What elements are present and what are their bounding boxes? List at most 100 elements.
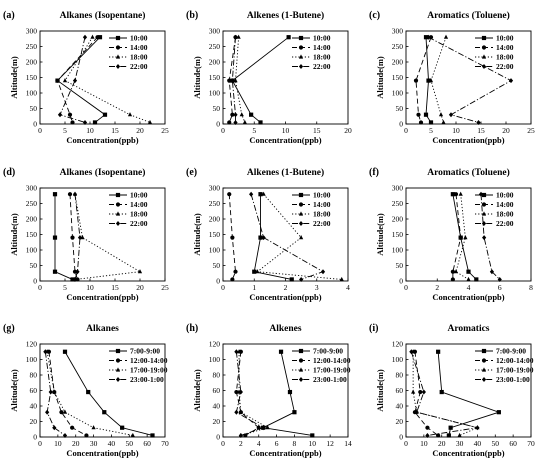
data-point [120,425,125,430]
y-tick-label: 40 [213,402,221,411]
series-3 [428,34,449,125]
data-point [70,425,75,430]
legend-entry: 22:00 [130,62,148,71]
series-line [228,194,236,280]
legend-marker [115,192,121,198]
legend-entry: 22:00 [496,62,514,71]
legend-entry: 17:00-19:00 [313,366,351,375]
y-tick-label: 250 [392,42,404,51]
legend-marker [115,358,121,363]
x-tick-label: 0 [38,283,42,292]
x-tick-label: 40 [108,439,116,448]
data-point [261,191,266,196]
chart-title: Alkenes (1-Butene) [247,10,324,21]
x-tick-label: 0 [38,439,42,448]
x-tick-label: 12 [326,439,334,448]
data-point [239,112,244,117]
x-tick-label: 4 [467,283,471,292]
x-axis-label: Concentration(ppb) [432,135,504,145]
data-point [256,425,261,430]
data-point [474,277,479,282]
legend-marker [298,192,304,198]
x-tick-label: 5 [63,283,67,292]
legend-marker [481,367,487,372]
data-point [70,235,75,240]
data-point [86,389,91,395]
x-tick-label: 20 [438,439,446,448]
x-tick-label: 25 [161,126,169,135]
y-tick-label: 150 [392,230,404,239]
series-line [74,194,81,280]
series-line [437,351,501,436]
chart-title: Alkanes (Isopentane) [60,10,146,21]
data-point [59,410,64,415]
data-point [436,349,441,354]
data-point [458,191,463,196]
legend-marker [115,64,121,69]
data-point [227,78,232,83]
data-point [414,409,419,415]
series-line [59,37,86,123]
data-point [443,34,449,39]
data-point [339,276,344,282]
data-point [48,389,53,395]
series-line [415,37,432,123]
data-point [57,112,63,118]
data-point [258,235,263,240]
y-axis-label: Altitude(m) [375,369,385,412]
x-tick-label: 10 [282,126,290,135]
data-point [92,120,98,125]
panel-label: (h) [186,323,198,334]
x-tick-label: 60 [509,439,517,448]
series-line [231,36,289,123]
series-line [428,36,512,123]
data-point [496,410,501,415]
data-point [261,235,266,241]
data-point [450,192,455,197]
series-line [455,194,469,280]
legend-marker [298,54,304,59]
legend: 7:00-9:0012:00-14:0017:00-19:0023:00-1:0… [109,347,168,384]
data-point [466,276,471,282]
x-tick-label: 0 [221,126,225,135]
series-2 [55,35,100,125]
data-point [463,235,468,240]
legend-entry: 18:00 [313,53,331,62]
legend-marker [115,221,121,226]
legend-marker [298,64,304,69]
series-4 [409,349,480,438]
legend-marker [481,202,487,207]
chart-title: Aromatics (Toluene) [427,10,510,21]
data-point [238,409,243,414]
y-tick-label: 80 [30,371,38,380]
chart-panel: (f) Aromatics (Toluene) 0 2 4 6 8 0 50 100 150 200 2… [369,167,533,302]
data-point [450,277,455,282]
legend-marker [298,35,304,41]
y-tick-label: 150 [392,73,404,82]
legend-entry: 23:00-1:00 [313,375,347,384]
series-line [74,194,142,280]
chart-panel: (h) Alkenes 0 2 4 6 8 10 12 14 0 20 40 60 80 100 120 Conc… [186,323,352,458]
legend-entry: 10:00 [130,34,148,43]
legend: 7:00-9:0012:00-14:0017:00-19:0023:00-1:0… [475,347,534,384]
data-point [425,432,430,438]
data-point [299,235,304,240]
data-point [448,425,453,430]
data-point [130,432,135,438]
series-line [48,351,87,436]
series-line [250,194,325,280]
x-tick-label: 60 [143,439,151,448]
legend-entry: 7:00-9:00 [496,347,526,356]
series-4 [43,349,68,438]
data-point [52,235,58,240]
chart-panel: (g) Alkanes 0 10 20 30 40 50 60 70 0 20 40 60 80 100 120… [3,323,169,458]
y-axis-label: Altitude(m) [192,369,202,412]
chart-title: Aromatics (Toluene) [427,167,510,178]
data-point [72,78,78,84]
chart-title: Alkenes (1-Butene) [247,167,324,178]
panel-label: (e) [186,167,197,178]
series-1 [230,35,291,125]
x-axis-label: Concentration(ppb) [66,292,138,302]
